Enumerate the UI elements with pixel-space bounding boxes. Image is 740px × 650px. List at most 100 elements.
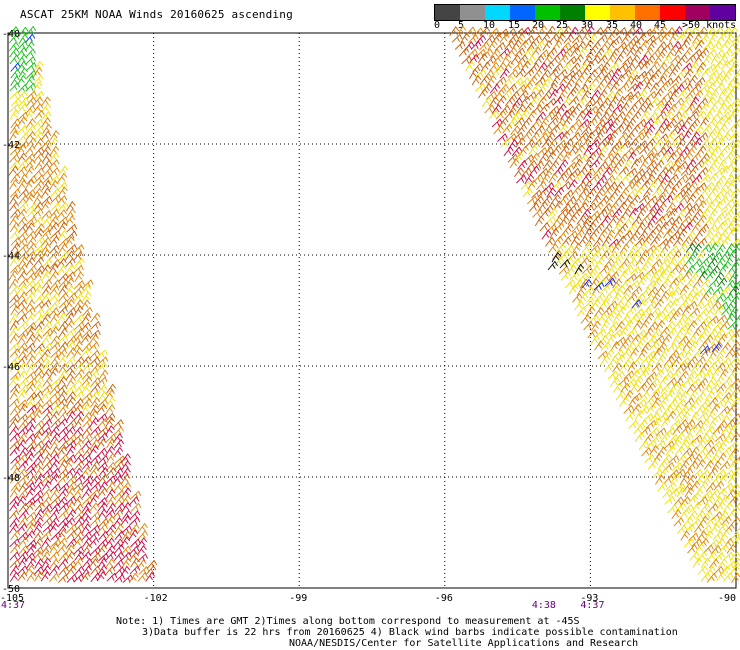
wind-barb	[623, 370, 635, 380]
wind-barb	[684, 103, 696, 113]
wind-barb	[679, 356, 691, 366]
legend-swatch	[485, 5, 510, 20]
wind-barb	[66, 208, 76, 219]
wind-barb	[661, 333, 673, 344]
wind-barb	[610, 187, 621, 198]
wind-barb	[672, 391, 683, 402]
wind-barb	[16, 299, 28, 309]
wind-barb	[18, 536, 29, 547]
wind-barb	[697, 166, 709, 176]
wind-barb	[33, 431, 43, 442]
wind-barb	[636, 276, 647, 288]
wind-barb	[18, 419, 29, 430]
wind-barb	[553, 131, 565, 141]
wind-barb	[680, 166, 692, 176]
wind-barb	[654, 369, 665, 380]
wind-barb	[74, 305, 84, 316]
wind-barb	[584, 97, 596, 107]
wind-barb	[665, 269, 676, 281]
wind-barb	[665, 481, 677, 491]
wind-barb	[693, 313, 704, 325]
wind-barb	[40, 102, 52, 113]
wind-barb	[49, 167, 60, 177]
wind-barb	[701, 384, 713, 393]
wind-barb	[49, 221, 60, 232]
wind-barb	[703, 76, 715, 86]
wind-barb	[653, 334, 665, 344]
wind-barb	[700, 67, 712, 78]
wind-barb	[33, 60, 44, 72]
wind-barb	[679, 110, 689, 122]
wind-barb	[599, 265, 610, 275]
wind-barb	[121, 494, 132, 505]
wind-barb	[485, 55, 497, 65]
wind-barb	[608, 214, 619, 225]
wind-barb	[16, 208, 28, 219]
wind-barb	[49, 179, 59, 191]
wind-barb	[499, 104, 511, 115]
legend-swatch	[535, 5, 560, 20]
wind-barb	[545, 236, 556, 247]
wind-barb	[640, 355, 652, 365]
wind-barb	[106, 572, 118, 582]
wind-barb	[723, 152, 734, 162]
wind-barb	[597, 243, 608, 254]
wind-barb	[699, 515, 709, 527]
wind-barb	[643, 47, 654, 57]
wind-barb	[549, 88, 559, 100]
wind-barb	[667, 139, 679, 149]
wind-barb	[691, 538, 703, 547]
wind-barb	[631, 333, 642, 344]
wind-barb	[602, 48, 613, 58]
wind-barb	[614, 181, 625, 192]
wind-barb	[702, 369, 714, 379]
wind-barb	[17, 460, 29, 470]
wind-barb	[26, 242, 37, 253]
wind-barb	[25, 383, 36, 393]
wind-barb	[10, 543, 21, 554]
wind-barb	[714, 445, 725, 456]
wind-barb	[695, 404, 706, 415]
wind-barb	[647, 321, 659, 331]
wind-barb	[682, 151, 693, 162]
wind-barb	[726, 228, 737, 239]
wind-barb	[562, 47, 573, 58]
wind-barb	[690, 83, 702, 93]
wind-barb	[16, 495, 27, 507]
wind-barb	[642, 363, 653, 373]
wind-barb	[685, 54, 697, 64]
wind-barb	[105, 417, 115, 428]
wind-barb	[579, 278, 590, 289]
wind-barb	[723, 551, 735, 561]
wind-barb	[695, 356, 706, 366]
wind-barb	[90, 475, 101, 486]
wind-barb	[699, 117, 709, 128]
wind-barb	[614, 370, 625, 380]
wind-barb	[625, 411, 636, 422]
wind-barb	[640, 110, 651, 121]
wind-barb	[695, 510, 706, 520]
wind-barb	[74, 565, 85, 576]
wind-barb	[728, 26, 738, 38]
wind-barb	[49, 326, 60, 337]
wind-barb	[600, 215, 611, 226]
wind-barb	[680, 530, 691, 541]
wind-barb	[651, 187, 663, 197]
wind-barb	[566, 88, 577, 99]
wind-barb	[17, 426, 29, 436]
wind-barb	[639, 39, 650, 50]
graticule	[8, 33, 736, 588]
wind-barb	[618, 326, 629, 337]
wind-barb	[659, 290, 670, 302]
wind-barb	[655, 250, 666, 260]
wind-barb	[720, 132, 732, 142]
wind-barb	[42, 216, 53, 227]
wind-barb	[58, 573, 69, 583]
wind-barb	[473, 27, 484, 37]
wind-barb	[688, 165, 699, 176]
wind-barb	[725, 312, 736, 324]
wind-barb	[690, 292, 701, 303]
wind-barb	[18, 481, 29, 492]
wind-barb	[703, 334, 714, 345]
wind-barb	[688, 74, 698, 86]
